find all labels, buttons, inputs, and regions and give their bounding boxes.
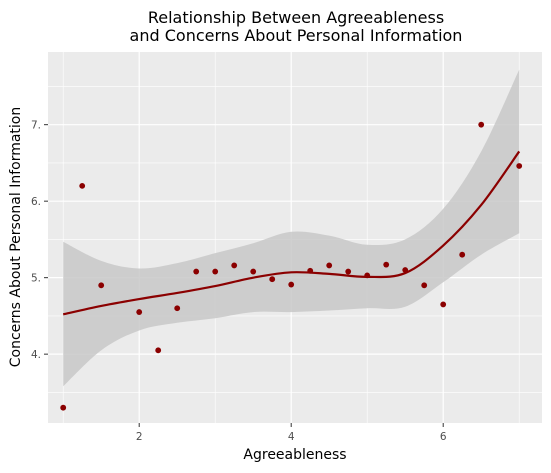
data-point: [288, 281, 295, 288]
data-point: [459, 251, 466, 258]
smooth-trend-line: [62, 150, 521, 316]
x-tick-label: 4: [288, 431, 295, 443]
y-axis-title: Concerns About Personal Information: [8, 107, 24, 368]
data-point: [98, 282, 105, 289]
x-tick-label: 2: [136, 431, 143, 443]
data-point: [383, 261, 390, 268]
y-tick-label: 5.: [31, 273, 41, 285]
y-tick-label: 7.: [31, 120, 41, 132]
data-point: [345, 268, 352, 275]
data-point: [516, 163, 523, 169]
data-point: [250, 268, 257, 275]
chart-title-line-2: and Concerns About Personal Information: [130, 26, 463, 45]
data-point: [402, 267, 409, 273]
x-axis-ticks: 2 4 6: [136, 423, 447, 443]
chart-title-line-1: Relationship Between Agreeableness: [148, 8, 444, 27]
data-point: [307, 267, 314, 274]
data-point: [212, 268, 219, 275]
data-point: [326, 262, 333, 269]
data-points: [60, 121, 523, 411]
data-point: [155, 347, 162, 354]
data-point: [174, 305, 181, 312]
data-point: [79, 182, 86, 189]
data-point: [478, 121, 485, 128]
data-point: [364, 272, 371, 279]
data-point: [60, 404, 67, 411]
data-point: [231, 262, 238, 269]
y-tick-label: 4.: [31, 349, 41, 361]
data-point: [421, 282, 428, 289]
x-tick-label: 6: [440, 431, 447, 443]
y-tick-label: 6.: [31, 196, 41, 208]
y-axis-ticks: 4. 5. 6. 7.: [31, 120, 48, 361]
data-point: [440, 301, 447, 308]
data-point: [269, 276, 276, 283]
x-axis-title: Agreeableness: [243, 447, 346, 463]
data-point: [136, 309, 143, 315]
data-point: [193, 268, 200, 275]
